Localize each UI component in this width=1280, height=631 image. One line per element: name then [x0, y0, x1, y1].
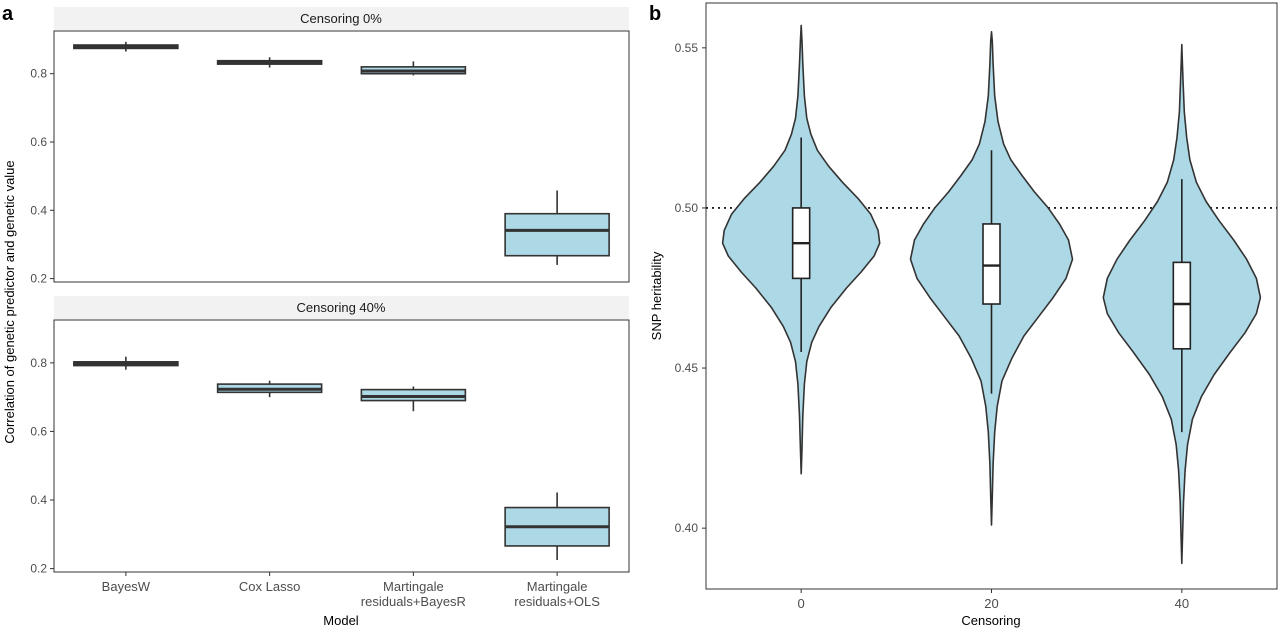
facet-censoring-40: Censoring 40% 0.2 0.4 0.6 0.8: [30, 296, 630, 576]
box: [73, 356, 179, 370]
box-series: [73, 356, 610, 560]
facet-strip-label: Censoring 0%: [300, 11, 382, 26]
y-tick-label: 0.8: [30, 67, 47, 81]
x-tick-label: residuals+OLS: [514, 594, 600, 609]
y-tick-label: 0.6: [30, 135, 47, 149]
y-tick-label: 0.40: [675, 521, 699, 535]
violin: [909, 31, 1074, 526]
y-tick-label: 0.2: [30, 562, 47, 576]
x-tick-label: residuals+BayesR: [361, 594, 466, 609]
facet-strip: [54, 296, 629, 319]
x-tick-label: Cox Lasso: [239, 579, 300, 594]
x-tick-label: BayesW: [102, 579, 151, 594]
box-iqr: [1172, 261, 1192, 350]
box: [216, 380, 323, 398]
box-iqr: [982, 223, 1001, 305]
violin: [721, 24, 881, 475]
x-tick-label: Martingale: [527, 579, 588, 594]
facet-frame: [53, 30, 630, 283]
x-tick-label: 0: [798, 596, 805, 611]
panel-label-b: b: [649, 3, 661, 25]
y-axis: 0.2 0.4 0.6 0.8: [30, 67, 54, 286]
y-tick-label: 0.4: [30, 203, 47, 217]
x-tick-label: Martingale: [383, 579, 444, 594]
y-axis-title: SNP heritability: [649, 251, 664, 340]
violin: [1102, 43, 1262, 565]
box-iqr: [504, 212, 610, 257]
y-tick-label: 0.2: [30, 272, 47, 286]
y-axis-title: Correlation of genetic predictor and gen…: [2, 160, 17, 443]
facet-frame: [53, 319, 630, 573]
box-series: [73, 41, 610, 265]
panel-b-violins: 0.40 0.45 0.50 0.55 0 20 40 Censoring SNP her…: [649, 2, 1278, 628]
panel-label-a: a: [2, 3, 14, 25]
y-tick-label: 0.50: [675, 201, 699, 215]
y-tick-label: 0.45: [675, 361, 699, 375]
x-axis: BayesW Cox Lasso Martingaleresiduals+Bayes…: [102, 572, 600, 609]
box: [504, 190, 610, 265]
y-tick-label: 0.55: [675, 41, 699, 55]
x-tick-label: 40: [1175, 596, 1189, 611]
y-tick-label: 0.8: [30, 356, 47, 370]
x-axis-title: Model: [323, 613, 359, 628]
box: [216, 57, 323, 68]
facet-censoring-0: Censoring 0% 0.2 0.4 0.6 0.8: [30, 7, 630, 286]
x-axis: 0 20 40: [798, 589, 1189, 611]
box: [73, 41, 179, 52]
box: [360, 61, 467, 76]
y-axis: 0.40 0.45 0.50 0.55: [675, 41, 706, 535]
y-tick-label: 0.4: [30, 493, 47, 507]
panel-a-boxplots: Censoring 0% 0.2 0.4 0.6 0.8 Censoring 40% …: [2, 7, 630, 628]
box: [360, 386, 467, 412]
facet-strip-label: Censoring 40%: [297, 300, 386, 315]
facet-strip: [54, 7, 629, 30]
x-axis-title: Censoring: [961, 613, 1020, 628]
y-tick-label: 0.6: [30, 424, 47, 438]
box: [504, 492, 610, 560]
y-axis: 0.2 0.4 0.6 0.8: [30, 356, 54, 576]
violin-series: [721, 24, 1262, 565]
x-tick-label: 20: [984, 596, 998, 611]
